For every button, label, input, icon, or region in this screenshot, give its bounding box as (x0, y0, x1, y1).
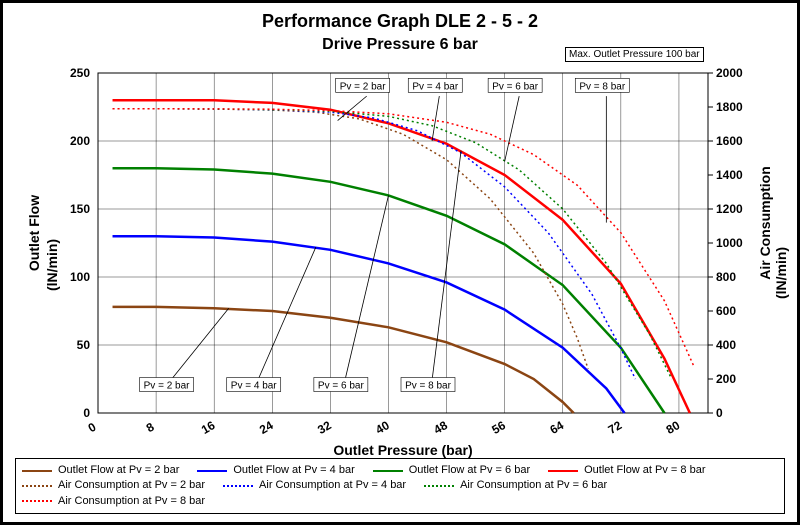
legend-swatch (223, 485, 253, 487)
svg-text:Pv = 2 bar: Pv = 2 bar (144, 381, 191, 392)
svg-text:Drive Pressure 6 bar: Drive Pressure 6 bar (322, 36, 478, 53)
legend-swatch (22, 500, 52, 502)
svg-text:64: 64 (547, 418, 566, 437)
legend-label: Air Consumption at Pv = 4 bar (259, 478, 406, 493)
legend-item: Air Consumption at Pv = 6 bar (424, 478, 607, 493)
legend-swatch (22, 470, 52, 472)
chart-frame: { "chart": { "title1": "Performance Grap… (0, 0, 800, 525)
svg-text:Performance Graph DLE 2 - 5 -: Performance Graph DLE 2 - 5 - 2 (262, 11, 538, 31)
performance-chart: Performance Graph DLE 2 - 5 - 2 Drive Pre… (3, 3, 797, 463)
svg-text:48: 48 (431, 418, 450, 437)
svg-text:1800: 1800 (716, 100, 743, 114)
svg-text:8: 8 (144, 420, 157, 436)
legend-swatch (197, 470, 227, 472)
svg-text:Outlet Pressure (bar): Outlet Pressure (bar) (333, 442, 472, 458)
legend-label: Outlet Flow at Pv = 4 bar (233, 463, 354, 478)
svg-text:40: 40 (373, 418, 392, 437)
legend-label: Outlet Flow at Pv = 8 bar (584, 463, 705, 478)
legend-swatch (548, 470, 578, 472)
svg-text:200: 200 (70, 134, 90, 148)
legend-swatch (22, 485, 52, 487)
svg-text:Pv = 8 bar: Pv = 8 bar (405, 381, 452, 392)
svg-text:56: 56 (489, 418, 508, 437)
svg-text:1000: 1000 (716, 236, 743, 250)
svg-text:16: 16 (199, 418, 218, 437)
svg-text:72: 72 (606, 418, 625, 437)
legend: Outlet Flow at Pv = 2 bar Outlet Flow at … (15, 458, 785, 514)
legend-item: Air Consumption at Pv = 2 bar (22, 478, 205, 493)
svg-text:600: 600 (716, 304, 736, 318)
legend-item: Air Consumption at Pv = 4 bar (223, 478, 406, 493)
svg-text:2000: 2000 (716, 66, 743, 80)
legend-item: Outlet Flow at Pv = 6 bar (373, 463, 530, 478)
svg-text:100: 100 (70, 270, 90, 284)
legend-swatch (424, 485, 454, 487)
svg-text:80: 80 (664, 418, 683, 437)
max-pressure-note: Max. Outlet Pressure 100 bar (565, 47, 704, 62)
svg-text:24: 24 (257, 418, 276, 437)
svg-text:(lN/min): (lN/min) (44, 239, 60, 291)
svg-text:Pv = 4 bar: Pv = 4 bar (412, 81, 459, 92)
legend-label: Outlet Flow at Pv = 6 bar (409, 463, 530, 478)
svg-text:Pv = 4 bar: Pv = 4 bar (231, 381, 278, 392)
legend-item: Outlet Flow at Pv = 2 bar (22, 463, 179, 478)
svg-text:250: 250 (70, 66, 90, 80)
legend-label: Air Consumption at Pv = 8 bar (58, 494, 205, 509)
svg-text:Pv = 2 bar: Pv = 2 bar (340, 81, 387, 92)
svg-text:1400: 1400 (716, 168, 743, 182)
legend-label: Air Consumption at Pv = 2 bar (58, 478, 205, 493)
svg-text:400: 400 (716, 338, 736, 352)
svg-text:Pv = 6 bar: Pv = 6 bar (492, 81, 539, 92)
svg-text:32: 32 (315, 418, 334, 437)
svg-text:1600: 1600 (716, 134, 743, 148)
svg-text:Pv = 8 bar: Pv = 8 bar (579, 81, 626, 92)
svg-text:150: 150 (70, 202, 90, 216)
svg-text:(lN/min): (lN/min) (773, 247, 789, 299)
svg-text:Pv = 6 bar: Pv = 6 bar (318, 381, 365, 392)
legend-item: Air Consumption at Pv = 8 bar (22, 494, 205, 509)
legend-label: Outlet Flow at Pv = 2 bar (58, 463, 179, 478)
legend-item: Outlet Flow at Pv = 4 bar (197, 463, 354, 478)
svg-text:200: 200 (716, 372, 736, 386)
svg-text:1200: 1200 (716, 202, 743, 216)
svg-text:800: 800 (716, 270, 736, 284)
legend-label: Air Consumption at Pv = 6 bar (460, 478, 607, 493)
svg-text:Outlet Flow: Outlet Flow (26, 195, 42, 271)
svg-text:50: 50 (77, 338, 91, 352)
legend-swatch (373, 470, 403, 472)
svg-text:0: 0 (83, 406, 90, 420)
svg-text:0: 0 (716, 406, 723, 420)
svg-text:Air Consumption: Air Consumption (757, 166, 773, 280)
legend-item: Outlet Flow at Pv = 8 bar (548, 463, 705, 478)
svg-text:0: 0 (86, 420, 99, 436)
